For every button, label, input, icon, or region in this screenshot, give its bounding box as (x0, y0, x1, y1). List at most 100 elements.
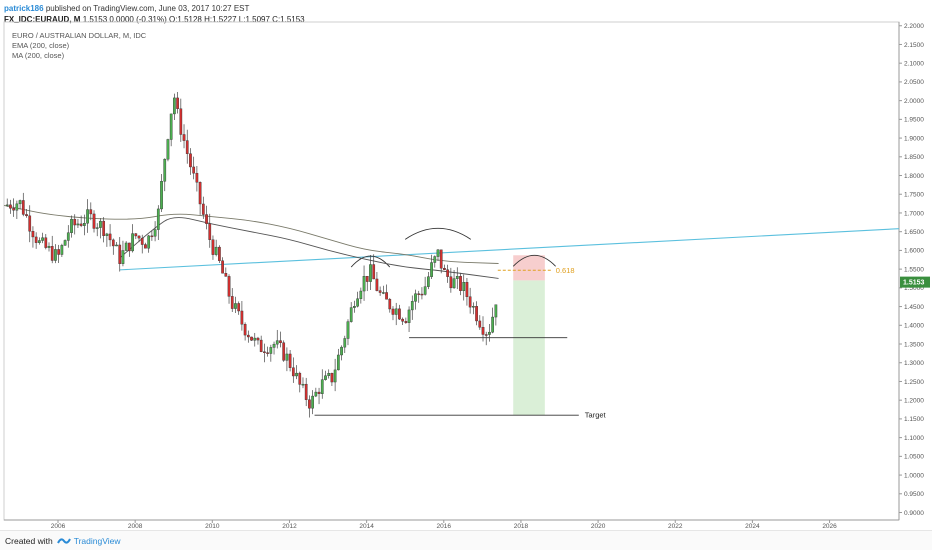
candle-body (182, 134, 186, 141)
pattern-arc (512, 254, 556, 267)
candle-body (436, 249, 440, 257)
chart-legend: EURO / AUSTRALIAN DOLLAR, M, IDC EMA (20… (12, 31, 146, 61)
candle-body (353, 306, 356, 308)
candle-body (320, 379, 324, 394)
last-price-label: 1.5153 (903, 280, 925, 287)
ema-200-line (3, 205, 499, 264)
candle-body (459, 276, 462, 291)
candle-body (9, 204, 12, 209)
candle-body (50, 246, 54, 261)
author-link[interactable]: patrick186 (4, 4, 44, 13)
legend-title: EURO / AUSTRALIAN DOLLAR, M, IDC (12, 31, 147, 40)
candle-body (5, 204, 9, 207)
y-tick-label: 1.4500 (904, 304, 924, 311)
candle-body (465, 282, 469, 297)
candle-body (285, 353, 289, 361)
candle-body (176, 97, 179, 109)
candle-body (398, 308, 401, 320)
candle-body (269, 347, 273, 354)
target-zone (513, 280, 545, 416)
candle-body (21, 200, 25, 215)
candle-body (160, 181, 163, 210)
candle-body (18, 200, 22, 205)
pattern-arc (404, 228, 472, 240)
candle-body (108, 233, 112, 241)
candle-body (414, 293, 417, 302)
candle-body (128, 242, 131, 252)
candle-body (230, 296, 234, 309)
candle-body (472, 306, 475, 308)
y-tick-label: 2.1500 (904, 42, 924, 49)
y-tick-label: 2.0000 (904, 98, 924, 105)
candle-body (301, 383, 305, 386)
y-tick-label: 1.0500 (904, 454, 924, 461)
tradingview-brand[interactable]: TradingView (56, 536, 121, 546)
candle-body (256, 337, 260, 341)
candle-body (192, 166, 196, 174)
y-tick-label: 1.0000 (904, 472, 924, 479)
candle-body (83, 222, 86, 226)
candle-body (349, 307, 353, 322)
candle-body (195, 172, 199, 183)
candle-body (198, 182, 202, 205)
candle-body (430, 262, 433, 277)
y-tick-label: 1.4000 (904, 323, 924, 330)
candle-body (201, 203, 205, 215)
candle-body (433, 256, 437, 263)
candle-body (452, 278, 456, 289)
x-tick-label: 2006 (51, 523, 66, 530)
target-label: Target (585, 411, 607, 420)
legend-ema: EMA (200, close) (12, 41, 70, 50)
candle-body (394, 308, 398, 315)
candle-body (295, 372, 298, 377)
x-tick-label: 2014 (359, 523, 374, 530)
candle-body (70, 218, 73, 233)
x-tick-label: 2026 (822, 523, 837, 530)
candle-body (365, 276, 369, 282)
publish-header: patrick186 published on TradingView.com,… (4, 3, 305, 25)
symbol-label: FX_IDC:EURAUD, M (4, 15, 81, 24)
candle-body (118, 244, 122, 264)
candle-body (89, 209, 93, 215)
candle-body (25, 214, 28, 217)
candle-body (63, 240, 67, 246)
candle-body (102, 220, 106, 236)
candle-body (340, 346, 343, 356)
trendline (119, 228, 900, 271)
candle-body (224, 273, 228, 277)
candle-body (134, 233, 138, 237)
candle-body (304, 383, 308, 400)
candle-body (115, 244, 118, 247)
candle-body (443, 267, 446, 270)
price-chart[interactable]: 2.2000 2.1500 2.1000 2.0500 2.0000 1.9500 1.90… (0, 0, 932, 530)
candle-body (221, 260, 224, 274)
candle-body (41, 237, 44, 241)
candle-body (124, 242, 128, 251)
y-tick-label: 0.9500 (904, 491, 924, 498)
candle-body (92, 213, 96, 229)
candle-body (144, 244, 147, 249)
x-tick-label: 2018 (514, 523, 529, 530)
y-tick-label: 1.8000 (904, 173, 924, 180)
y-tick-label: 1.7000 (904, 210, 924, 217)
candle-body (426, 276, 430, 287)
y-tick-label: 1.5500 (904, 266, 924, 273)
candle-body (282, 342, 286, 361)
y-tick-label: 2.1000 (904, 60, 924, 67)
x-tick-label: 2024 (745, 523, 760, 530)
candle-body (179, 108, 183, 135)
candle-body (410, 301, 414, 311)
candle-body (298, 372, 302, 385)
candle-body (79, 223, 83, 226)
candle-body (31, 231, 35, 238)
candle-body (311, 395, 314, 409)
ma-200-line (119, 217, 499, 279)
candle-body (279, 340, 282, 343)
candle-body (121, 250, 125, 264)
ohlc-values: 1.5153 0.0000 (-0.31%) O:1.5128 H:1.5227… (82, 15, 305, 24)
candle-body (28, 215, 32, 232)
candle-body (404, 321, 408, 323)
candle-body (401, 318, 404, 322)
candle-body (227, 276, 231, 297)
candle-body (156, 208, 160, 230)
